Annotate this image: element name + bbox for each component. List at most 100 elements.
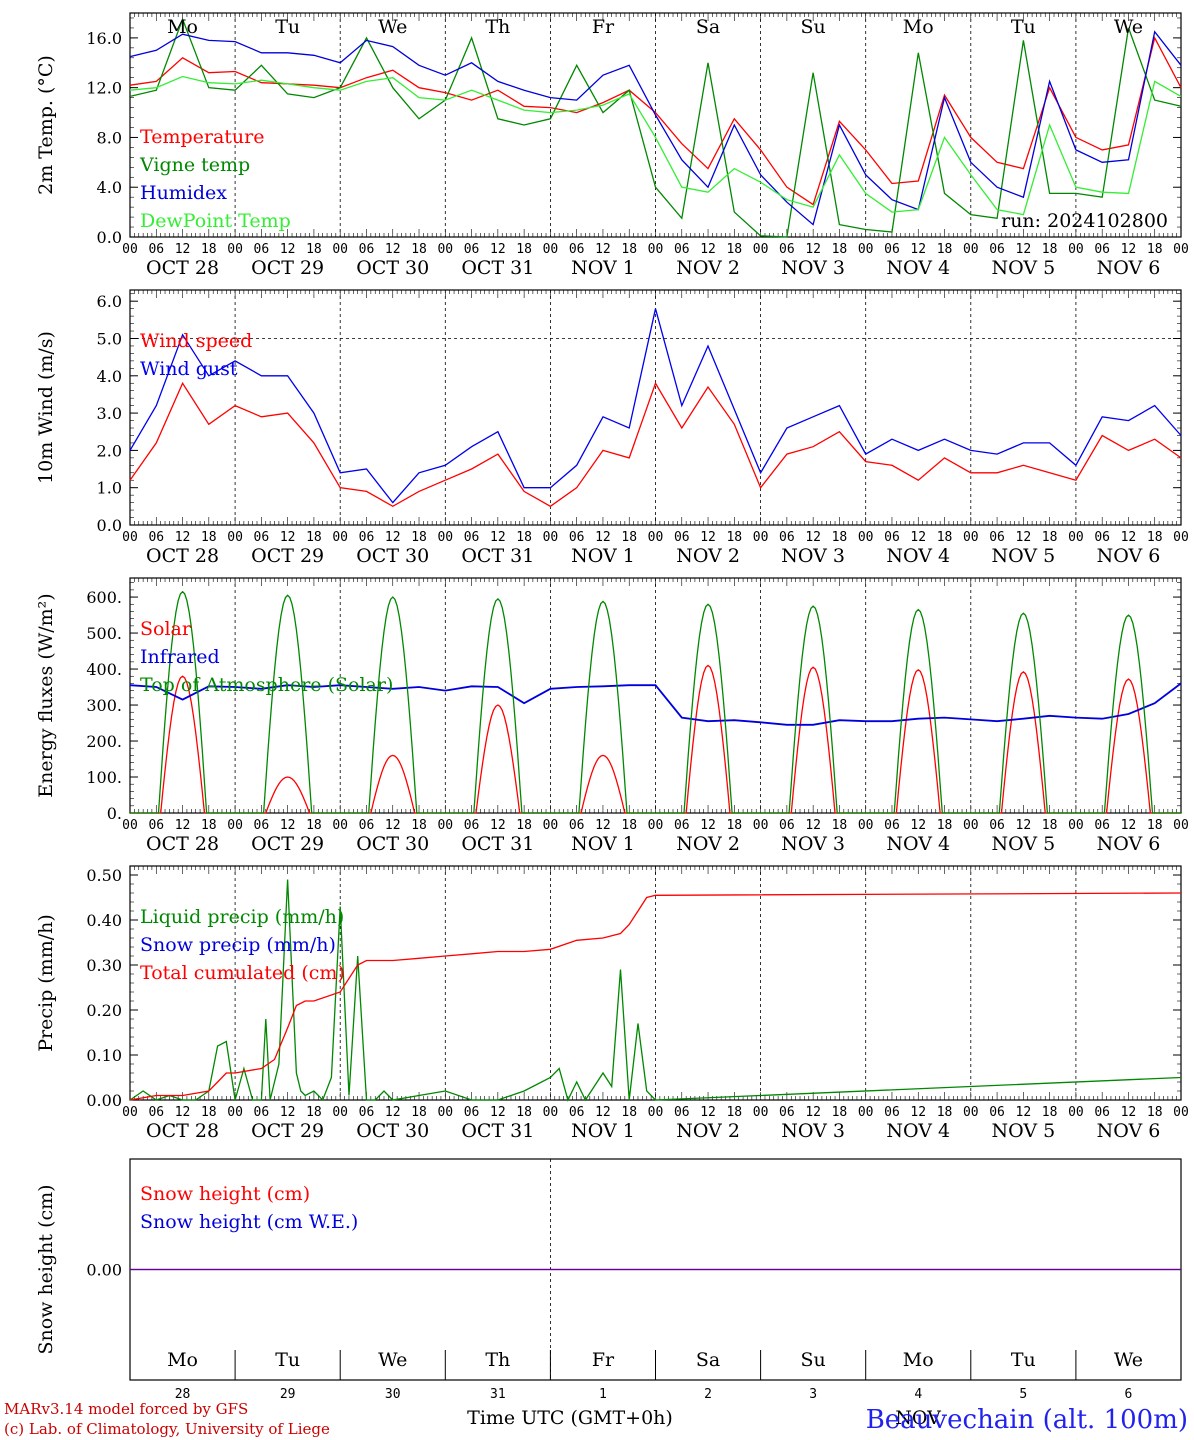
y-tick-label: 3.0 bbox=[97, 404, 122, 423]
hour-tick-label: 00 bbox=[227, 530, 243, 545]
hour-tick-label: 00 bbox=[543, 1105, 559, 1120]
hour-tick-label: 00 bbox=[543, 818, 559, 833]
temperature-panel bbox=[129, 12, 1182, 238]
hour-tick-label: 18 bbox=[1042, 818, 1058, 833]
hour-tick-label: 00 bbox=[437, 1105, 453, 1120]
legend-entry: Top of Atmosphere (Solar) bbox=[140, 674, 393, 696]
series-line-dewpoint-temp bbox=[129, 75, 1182, 216]
hour-tick-label: 12 bbox=[595, 818, 611, 833]
date-label: NOV 1 bbox=[571, 1120, 635, 1142]
hour-tick-label: 18 bbox=[516, 530, 532, 545]
hour-tick-label: 12 bbox=[595, 530, 611, 545]
hour-tick-label: 06 bbox=[359, 530, 375, 545]
hour-tick-label: 18 bbox=[937, 1105, 953, 1120]
day-name: Mo bbox=[903, 1349, 934, 1371]
hour-tick-label: 18 bbox=[832, 530, 848, 545]
y-tick-label: 0.40 bbox=[86, 911, 122, 930]
hour-tick-label: 12 bbox=[910, 530, 926, 545]
hour-tick-label: 12 bbox=[175, 530, 191, 545]
hour-tick-label: 18 bbox=[306, 1105, 322, 1120]
hour-tick-label: 00 bbox=[1173, 1105, 1189, 1120]
date-label: OCT 28 bbox=[146, 545, 219, 567]
y-tick-label: 2.0 bbox=[97, 441, 122, 460]
hour-tick-label: 18 bbox=[621, 818, 637, 833]
hour-tick-label: 00 bbox=[1173, 530, 1189, 545]
hour-tick-label: 12 bbox=[1016, 1105, 1032, 1120]
hour-tick-label: 18 bbox=[621, 242, 637, 257]
y-tick-label: 0.30 bbox=[86, 956, 122, 975]
date-label: OCT 28 bbox=[146, 833, 219, 855]
hour-tick-label: 00 bbox=[858, 818, 874, 833]
date-label: OCT 30 bbox=[356, 257, 429, 279]
y-axis-label: 10m Wind (m/s) bbox=[35, 331, 57, 484]
wind-panel bbox=[129, 289, 1182, 526]
day-name: Mo bbox=[167, 16, 198, 38]
hour-tick-label: 00 bbox=[543, 242, 559, 257]
y-tick-label: 0.0 bbox=[97, 516, 122, 535]
y-tick-label: 12.0 bbox=[86, 79, 122, 98]
day-number: 30 bbox=[385, 1387, 401, 1402]
hour-tick-label: 06 bbox=[884, 530, 900, 545]
series-line-total-cumulated-cm- bbox=[129, 892, 1182, 1101]
hour-tick-label: 06 bbox=[674, 242, 690, 257]
hour-tick-label: 06 bbox=[148, 818, 164, 833]
hour-tick-label: 00 bbox=[437, 530, 453, 545]
y-tick-label: 0.0 bbox=[97, 228, 122, 247]
y-tick-label: 100. bbox=[86, 768, 122, 787]
hour-tick-label: 06 bbox=[1094, 818, 1110, 833]
hour-tick-label: 18 bbox=[1147, 530, 1163, 545]
hour-tick-label: 00 bbox=[1068, 818, 1084, 833]
hour-tick-label: 18 bbox=[937, 242, 953, 257]
hour-tick-label: 12 bbox=[700, 818, 716, 833]
hour-tick-label: 06 bbox=[464, 1105, 480, 1120]
energy-panel bbox=[129, 577, 1182, 814]
hour-tick-label: 06 bbox=[254, 1105, 270, 1120]
hour-tick-label: 12 bbox=[595, 1105, 611, 1120]
hour-tick-label: 18 bbox=[201, 242, 217, 257]
hour-tick-label: 18 bbox=[516, 242, 532, 257]
hour-tick-label: 18 bbox=[306, 818, 322, 833]
hour-tick-label: 00 bbox=[753, 530, 769, 545]
x-axis-label: Time UTC (GMT+0h) bbox=[467, 1407, 673, 1429]
hour-tick-label: 06 bbox=[148, 242, 164, 257]
day-name: Tu bbox=[1011, 16, 1036, 38]
hour-tick-label: 00 bbox=[332, 530, 348, 545]
hour-tick-label: 18 bbox=[201, 530, 217, 545]
hour-tick-label: 00 bbox=[122, 242, 138, 257]
date-label: NOV 6 bbox=[1097, 1120, 1161, 1142]
hour-tick-label: 00 bbox=[332, 242, 348, 257]
date-label: OCT 29 bbox=[251, 1120, 324, 1142]
series-line-vigne-temp bbox=[129, 17, 1182, 238]
hour-tick-label: 18 bbox=[201, 818, 217, 833]
hour-tick-label: 12 bbox=[1121, 1105, 1137, 1120]
hour-tick-label: 06 bbox=[884, 818, 900, 833]
hour-tick-label: 06 bbox=[254, 530, 270, 545]
hour-tick-label: 12 bbox=[805, 1105, 821, 1120]
legend-entry: Humidex bbox=[140, 182, 227, 204]
hour-tick-label: 06 bbox=[148, 530, 164, 545]
hour-tick-label: 06 bbox=[989, 530, 1005, 545]
hour-tick-label: 00 bbox=[648, 1105, 664, 1120]
hour-tick-label: 12 bbox=[1121, 818, 1137, 833]
date-label: OCT 29 bbox=[251, 833, 324, 855]
y-tick-label: 1.0 bbox=[97, 479, 122, 498]
date-label: NOV 6 bbox=[1097, 257, 1161, 279]
hour-tick-label: 00 bbox=[227, 242, 243, 257]
date-label: NOV 1 bbox=[571, 833, 635, 855]
hour-tick-label: 00 bbox=[122, 530, 138, 545]
hour-tick-label: 06 bbox=[884, 1105, 900, 1120]
hour-tick-label: 12 bbox=[910, 1105, 926, 1120]
series-line-infrared bbox=[129, 682, 1182, 726]
hour-tick-label: 18 bbox=[306, 530, 322, 545]
hour-tick-label: 18 bbox=[516, 1105, 532, 1120]
day-number: 3 bbox=[809, 1387, 817, 1402]
hour-tick-label: 00 bbox=[963, 818, 979, 833]
day-name: Tu bbox=[1011, 1349, 1036, 1371]
hour-tick-label: 18 bbox=[1042, 242, 1058, 257]
hour-tick-label: 00 bbox=[963, 242, 979, 257]
date-label: NOV 4 bbox=[886, 1120, 950, 1142]
legend-entry: Infrared bbox=[140, 646, 220, 668]
hour-tick-label: 00 bbox=[1068, 1105, 1084, 1120]
hour-tick-label: 00 bbox=[122, 1105, 138, 1120]
hour-tick-label: 12 bbox=[385, 818, 401, 833]
